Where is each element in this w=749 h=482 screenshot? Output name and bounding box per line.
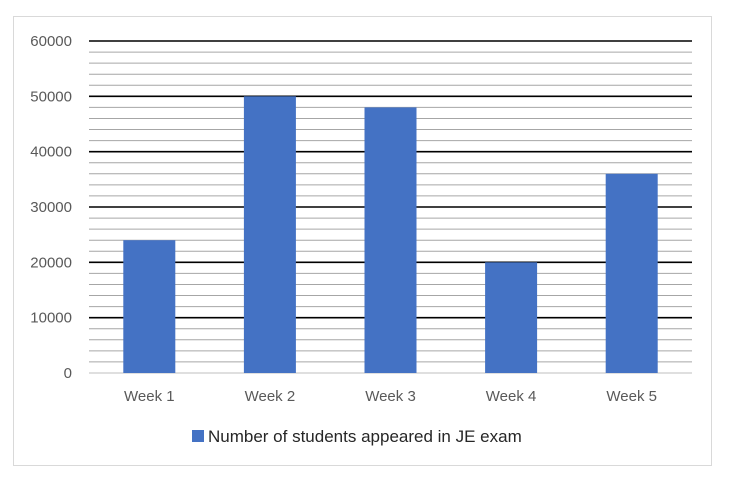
y-tick-label: 60000	[30, 33, 72, 50]
x-tick-label: Week 2	[245, 388, 296, 405]
x-tick-label: Week 1	[124, 388, 175, 405]
bar-week-2	[243, 96, 296, 373]
x-tick-label: Week 5	[606, 388, 657, 405]
y-tick-label: 0	[64, 365, 72, 382]
x-axis-ticks: Week 1 Week 2 Week 3 Week 4 Week 5	[124, 388, 657, 405]
x-tick-label: Week 3	[365, 388, 416, 405]
bar-week-3	[364, 107, 417, 374]
y-axis-ticks: 0 10000 20000 30000 40000 50000 60000	[30, 33, 72, 382]
y-tick-label: 10000	[30, 310, 72, 327]
x-tick-label: Week 4	[486, 388, 537, 405]
y-tick-label: 40000	[30, 144, 72, 161]
y-tick-label: 50000	[30, 88, 72, 105]
bar-week-4	[485, 262, 538, 373]
y-tick-label: 20000	[30, 254, 72, 271]
bar-week-5	[605, 173, 658, 373]
y-tick-label: 30000	[30, 199, 72, 216]
legend-swatch	[192, 430, 204, 442]
bar-week-1	[123, 240, 176, 373]
legend: Number of students appeared in JE exam	[192, 427, 522, 446]
bars	[123, 96, 658, 374]
legend-label: Number of students appeared in JE exam	[208, 427, 522, 446]
